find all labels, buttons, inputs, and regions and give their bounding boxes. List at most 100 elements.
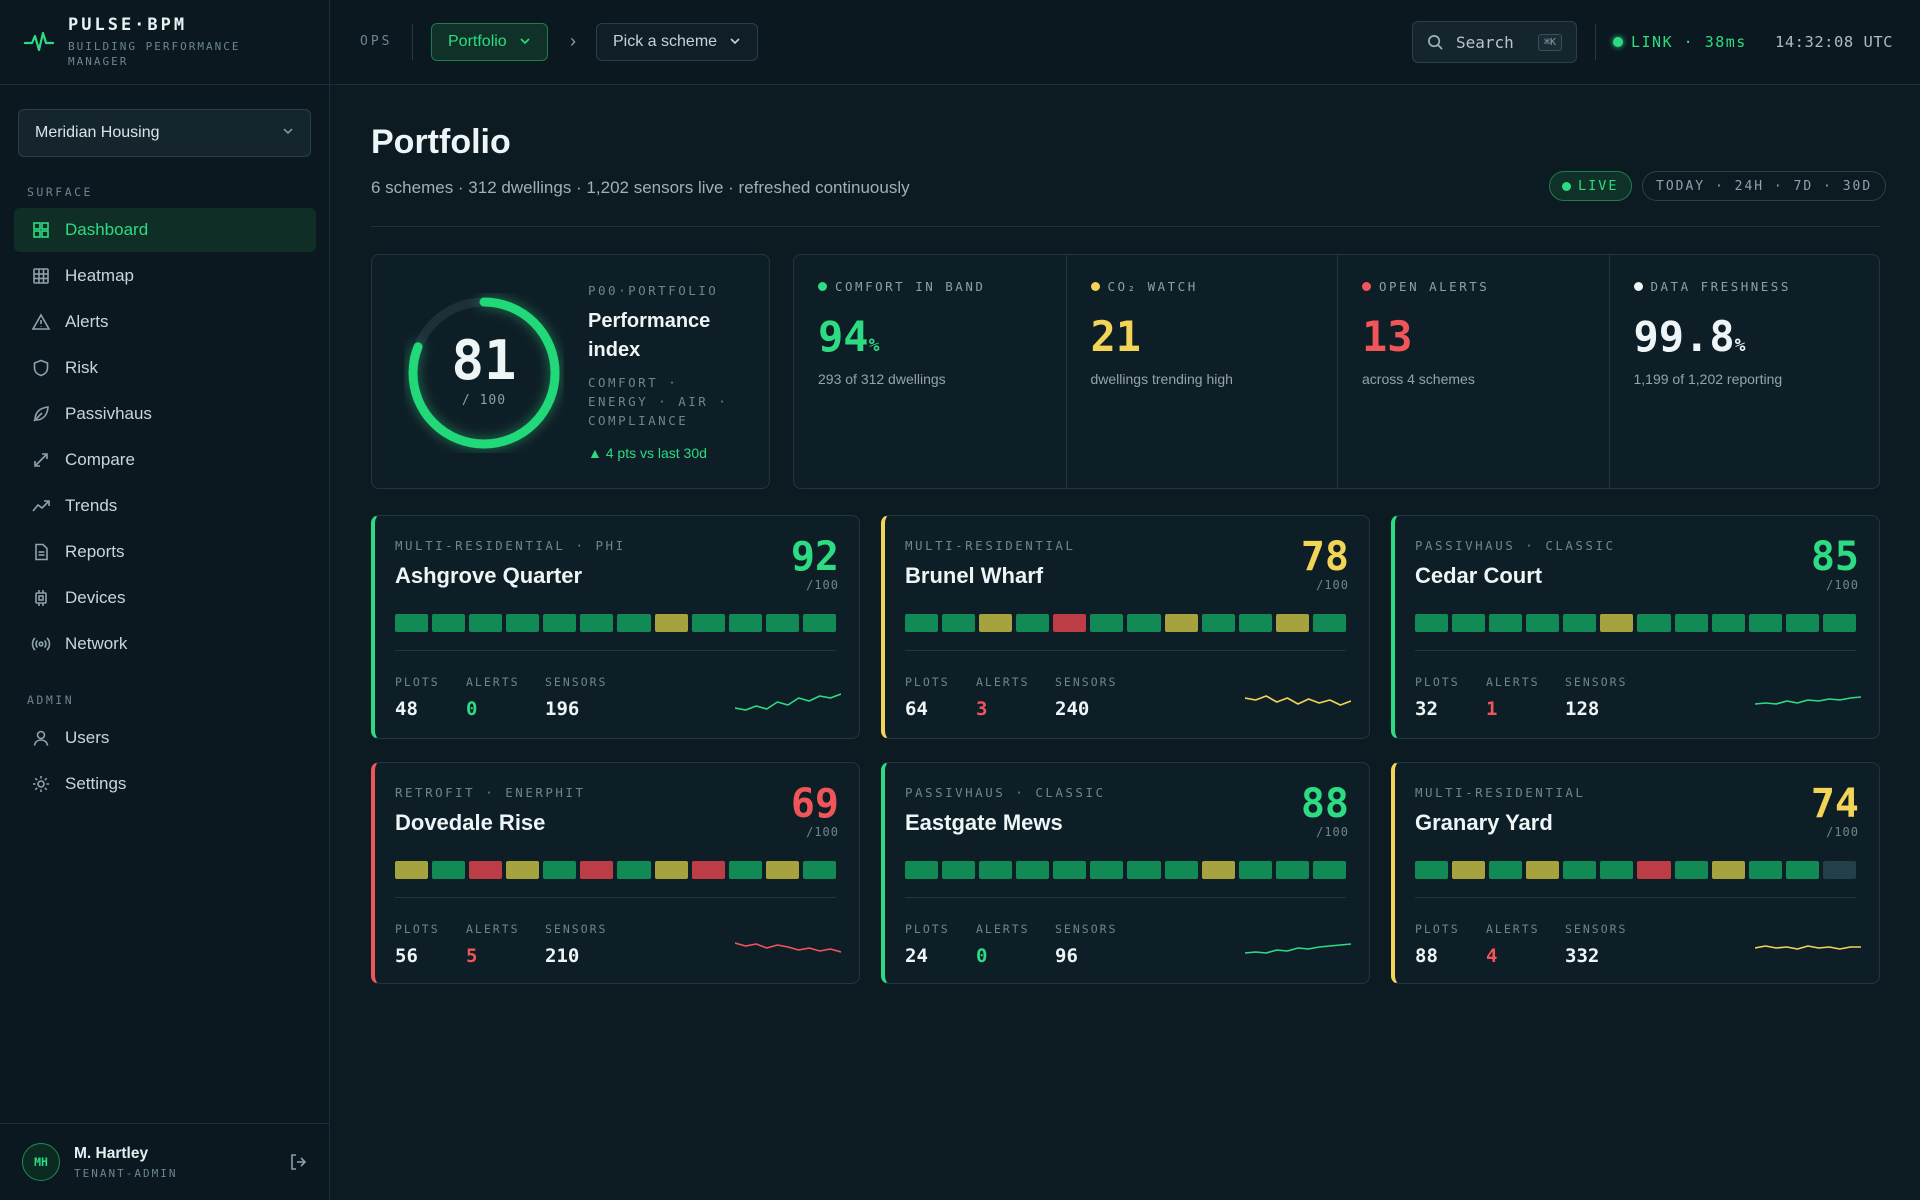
portfolio-button[interactable]: Portfolio <box>431 23 548 61</box>
dwelling-cell[interactable] <box>942 614 976 632</box>
dwelling-cell[interactable] <box>1748 861 1782 879</box>
logout-icon[interactable] <box>288 1152 308 1172</box>
dwelling-cell[interactable] <box>543 614 577 632</box>
sidebar-item-devices[interactable]: Devices <box>14 576 316 620</box>
tenant-select[interactable]: Meridian Housing <box>18 109 311 157</box>
sidebar-item-reports[interactable]: Reports <box>14 530 316 574</box>
dwelling-cell[interactable] <box>728 861 762 879</box>
kpi-open-alerts[interactable]: OPEN ALERTS 13 across 4 schemes <box>1337 255 1608 488</box>
alerts-value[interactable]: 0 <box>976 945 988 967</box>
dwelling-cell[interactable] <box>1090 614 1124 632</box>
dwelling-cell[interactable] <box>395 861 429 879</box>
dwelling-cell[interactable] <box>395 614 429 632</box>
dwelling-cell[interactable] <box>1312 861 1346 879</box>
kpi-comfort-in-band[interactable]: COMFORT IN BAND 94% 293 of 312 dwellings <box>794 255 1065 488</box>
kpi-data-freshness[interactable]: DATA FRESHNESS 99.8% 1,199 of 1,202 report… <box>1608 255 1880 488</box>
dwelling-cell[interactable] <box>1201 861 1235 879</box>
dwelling-cell[interactable] <box>1600 861 1634 879</box>
dwelling-cell[interactable] <box>506 614 540 632</box>
dwelling-cell[interactable] <box>1748 614 1782 632</box>
dwelling-cell[interactable] <box>1674 614 1708 632</box>
dwelling-cell[interactable] <box>979 861 1013 879</box>
scheme-picker[interactable]: Pick a scheme <box>596 23 759 61</box>
dwelling-cell[interactable] <box>1637 614 1671 632</box>
dwelling-cell[interactable] <box>1053 861 1087 879</box>
dwelling-cell[interactable] <box>905 614 939 632</box>
dwelling-cell[interactable] <box>1090 861 1124 879</box>
dwelling-cell[interactable] <box>1785 614 1819 632</box>
sidebar-item-passivhaus[interactable]: Passivhaus <box>14 392 316 436</box>
dwelling-cell[interactable] <box>580 614 614 632</box>
dwelling-cell[interactable] <box>1674 861 1708 879</box>
scheme-card-granary-yard[interactable]: MULTI-RESIDENTIAL Granary Yard 74/100 PLOTS… <box>1391 762 1880 984</box>
sidebar-item-users[interactable]: Users <box>14 716 316 760</box>
dwelling-cell[interactable] <box>765 614 799 632</box>
dwelling-cell[interactable] <box>654 861 688 879</box>
scheme-card-eastgate-mews[interactable]: PASSIVHAUS · CLASSIC Eastgate Mews 88/100 P… <box>881 762 1370 984</box>
dwelling-cell[interactable] <box>469 861 503 879</box>
dwelling-cell[interactable] <box>654 614 688 632</box>
avatar[interactable]: MH <box>22 1143 60 1181</box>
dwelling-cell[interactable] <box>617 861 651 879</box>
dwelling-cell[interactable] <box>1127 614 1161 632</box>
dwelling-cell[interactable] <box>905 861 939 879</box>
sidebar-item-network[interactable]: Network <box>14 622 316 666</box>
dwelling-cell[interactable] <box>1452 614 1486 632</box>
sidebar-item-dashboard[interactable]: Dashboard <box>14 208 316 252</box>
dwelling-cell[interactable] <box>691 614 725 632</box>
dwelling-cell[interactable] <box>1415 861 1449 879</box>
dwelling-cell[interactable] <box>432 861 466 879</box>
dwelling-cell[interactable] <box>1016 861 1050 879</box>
dwelling-cell[interactable] <box>617 614 651 632</box>
scheme-card-cedar-court[interactable]: PASSIVHAUS · CLASSIC Cedar Court 85/100 PLO… <box>1391 515 1880 739</box>
scheme-card-dovedale-rise[interactable]: RETROFIT · ENERPHIT Dovedale Rise 69/100 PL… <box>371 762 860 984</box>
dwelling-cell[interactable] <box>1053 614 1087 632</box>
dwelling-cell[interactable] <box>802 861 836 879</box>
dwelling-cell[interactable] <box>1201 614 1235 632</box>
dwelling-cell[interactable] <box>432 614 466 632</box>
dwelling-cell[interactable] <box>1312 614 1346 632</box>
alerts-value[interactable]: 1 <box>1486 698 1498 720</box>
dwelling-cell[interactable] <box>1600 614 1634 632</box>
time-range-selector[interactable]: TODAY · 24H · 7D · 30D <box>1642 171 1887 201</box>
dwelling-cell[interactable] <box>942 861 976 879</box>
alerts-value[interactable]: 4 <box>1486 945 1498 967</box>
dwelling-cell[interactable] <box>1275 861 1309 879</box>
alerts-value[interactable]: 5 <box>466 945 478 967</box>
dwelling-cell[interactable] <box>1164 614 1198 632</box>
sidebar-item-settings[interactable]: Settings <box>14 762 316 806</box>
alerts-value[interactable]: 0 <box>466 698 478 720</box>
dwelling-cell[interactable] <box>1016 614 1050 632</box>
kpi-co-watch[interactable]: CO₂ WATCH 21 dwellings trending high <box>1065 255 1337 488</box>
dwelling-cell[interactable] <box>1452 861 1486 879</box>
dwelling-cell[interactable] <box>1238 861 1272 879</box>
sidebar-item-trends[interactable]: Trends <box>14 484 316 528</box>
dwelling-cell[interactable] <box>691 861 725 879</box>
dwelling-cell[interactable] <box>1822 861 1856 879</box>
dwelling-cell[interactable] <box>728 614 762 632</box>
dwelling-cell[interactable] <box>1526 861 1560 879</box>
scheme-card-ashgrove-quarter[interactable]: MULTI-RESIDENTIAL · PHI Ashgrove Quarter 9… <box>371 515 860 739</box>
dwelling-cell[interactable] <box>1563 861 1597 879</box>
dwelling-cell[interactable] <box>1164 861 1198 879</box>
dwelling-cell[interactable] <box>1489 614 1523 632</box>
dwelling-cell[interactable] <box>1415 614 1449 632</box>
dwelling-cell[interactable] <box>765 861 799 879</box>
scheme-card-brunel-wharf[interactable]: MULTI-RESIDENTIAL Brunel Wharf 78/100 PLOTS… <box>881 515 1370 739</box>
dwelling-cell[interactable] <box>1711 614 1745 632</box>
dwelling-cell[interactable] <box>802 614 836 632</box>
dwelling-cell[interactable] <box>1127 861 1161 879</box>
alerts-value[interactable]: 3 <box>976 698 988 720</box>
dwelling-cell[interactable] <box>1238 614 1272 632</box>
dwelling-cell[interactable] <box>1711 861 1745 879</box>
dwelling-cell[interactable] <box>1822 614 1856 632</box>
search-button[interactable]: Search ⌘K <box>1412 21 1577 63</box>
sidebar-item-alerts[interactable]: Alerts <box>14 300 316 344</box>
dwelling-cell[interactable] <box>1526 614 1560 632</box>
sidebar-item-heatmap[interactable]: Heatmap <box>14 254 316 298</box>
dwelling-cell[interactable] <box>469 614 503 632</box>
dwelling-cell[interactable] <box>979 614 1013 632</box>
dwelling-cell[interactable] <box>1275 614 1309 632</box>
dwelling-cell[interactable] <box>543 861 577 879</box>
dwelling-cell[interactable] <box>1489 861 1523 879</box>
